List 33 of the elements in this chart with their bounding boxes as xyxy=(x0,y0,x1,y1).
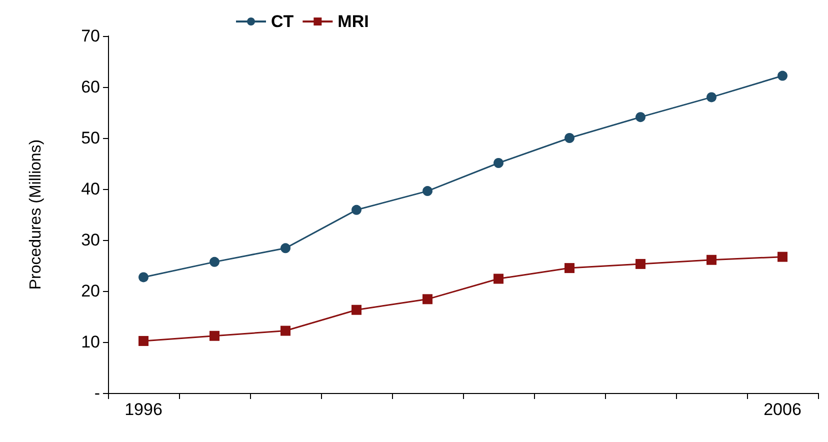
point xyxy=(778,70,788,81)
point xyxy=(706,254,716,265)
y-tick-label: 60 xyxy=(81,78,100,96)
point xyxy=(422,186,432,196)
point xyxy=(210,330,220,341)
y-tick-label: - xyxy=(94,384,100,402)
y-tick-label: 70 xyxy=(81,26,100,46)
legend-label: MRI xyxy=(338,12,369,31)
point xyxy=(138,336,148,346)
legend-label: CT xyxy=(271,12,294,31)
y-tick-label: 40 xyxy=(81,180,100,198)
y-tick-label: 50 xyxy=(81,128,100,148)
point xyxy=(138,272,148,282)
point xyxy=(706,92,716,102)
point xyxy=(636,258,646,269)
point xyxy=(778,252,788,262)
x-tick-label: 2006 xyxy=(764,400,802,419)
point xyxy=(280,326,290,336)
y-axis-title: Procedures (Millions) xyxy=(28,139,44,290)
x-tick-label: 1996 xyxy=(124,400,162,419)
point xyxy=(564,133,574,143)
point xyxy=(352,204,362,215)
point xyxy=(564,263,574,274)
point xyxy=(422,294,432,304)
point xyxy=(352,304,362,315)
y-tick-label: 20 xyxy=(81,282,100,300)
point xyxy=(280,243,290,254)
y-tick-label: 10 xyxy=(81,332,100,352)
point xyxy=(494,274,504,284)
point xyxy=(494,158,504,168)
y-tick-label: 30 xyxy=(81,230,100,250)
point xyxy=(210,256,220,267)
point xyxy=(636,112,646,122)
